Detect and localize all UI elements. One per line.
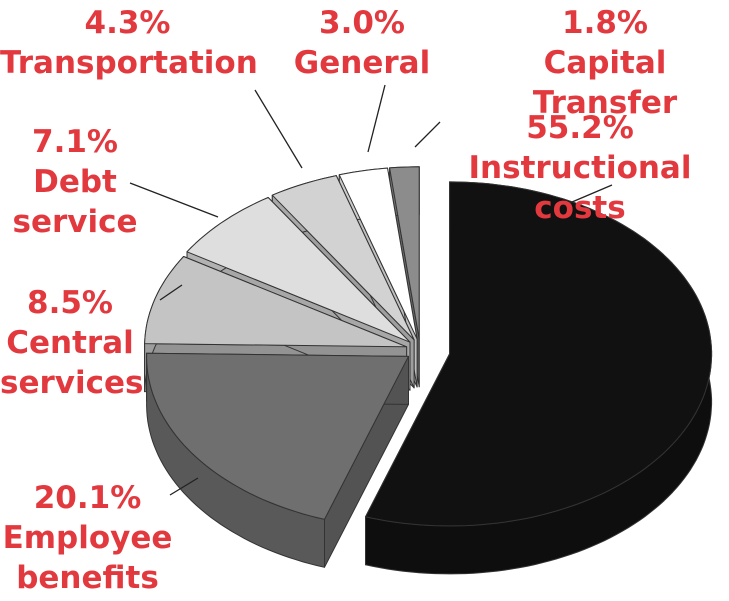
leader-line — [169, 477, 199, 496]
slice — [146, 352, 409, 520]
label: 20.1% Employee benefits — [0, 478, 175, 598]
leader-line — [159, 284, 183, 301]
value-label: 8.5% — [27, 285, 113, 321]
leader-line — [254, 89, 303, 169]
leader-line — [129, 182, 219, 218]
value-label: 3.0% — [319, 5, 405, 41]
label: 55.2% Instructional costs — [430, 108, 729, 228]
value-label: 55.2% — [526, 110, 634, 146]
leader-line — [564, 184, 613, 206]
category-label: General — [293, 45, 431, 81]
category-label: Capital Transfer — [532, 45, 678, 121]
category-label: Instructional costs — [468, 150, 692, 226]
slice — [271, 175, 415, 341]
slice — [144, 256, 408, 348]
slice — [365, 181, 713, 527]
label: 1.8% Capital Transfer — [470, 3, 729, 123]
value-label: 7.1% — [32, 124, 118, 160]
label: 7.1% Debt service — [10, 122, 140, 242]
slice — [186, 197, 411, 343]
category-label: Central services — [0, 325, 144, 401]
label: 3.0% General — [292, 3, 432, 83]
leader-line — [414, 121, 441, 148]
value-label: 20.1% — [33, 480, 142, 516]
value-label: 1.8% — [562, 5, 648, 41]
category-label: Employee benefits — [2, 520, 173, 596]
slice — [389, 166, 420, 340]
slices — [144, 166, 713, 575]
leader-line — [367, 84, 386, 153]
category-label: Transportation — [0, 45, 258, 81]
category-label: Debt service — [12, 164, 138, 240]
label: 4.3% Transportation — [0, 3, 258, 83]
slice — [338, 167, 418, 340]
label: 8.5% Central services — [0, 283, 144, 403]
value-label: 4.3% — [84, 5, 171, 41]
